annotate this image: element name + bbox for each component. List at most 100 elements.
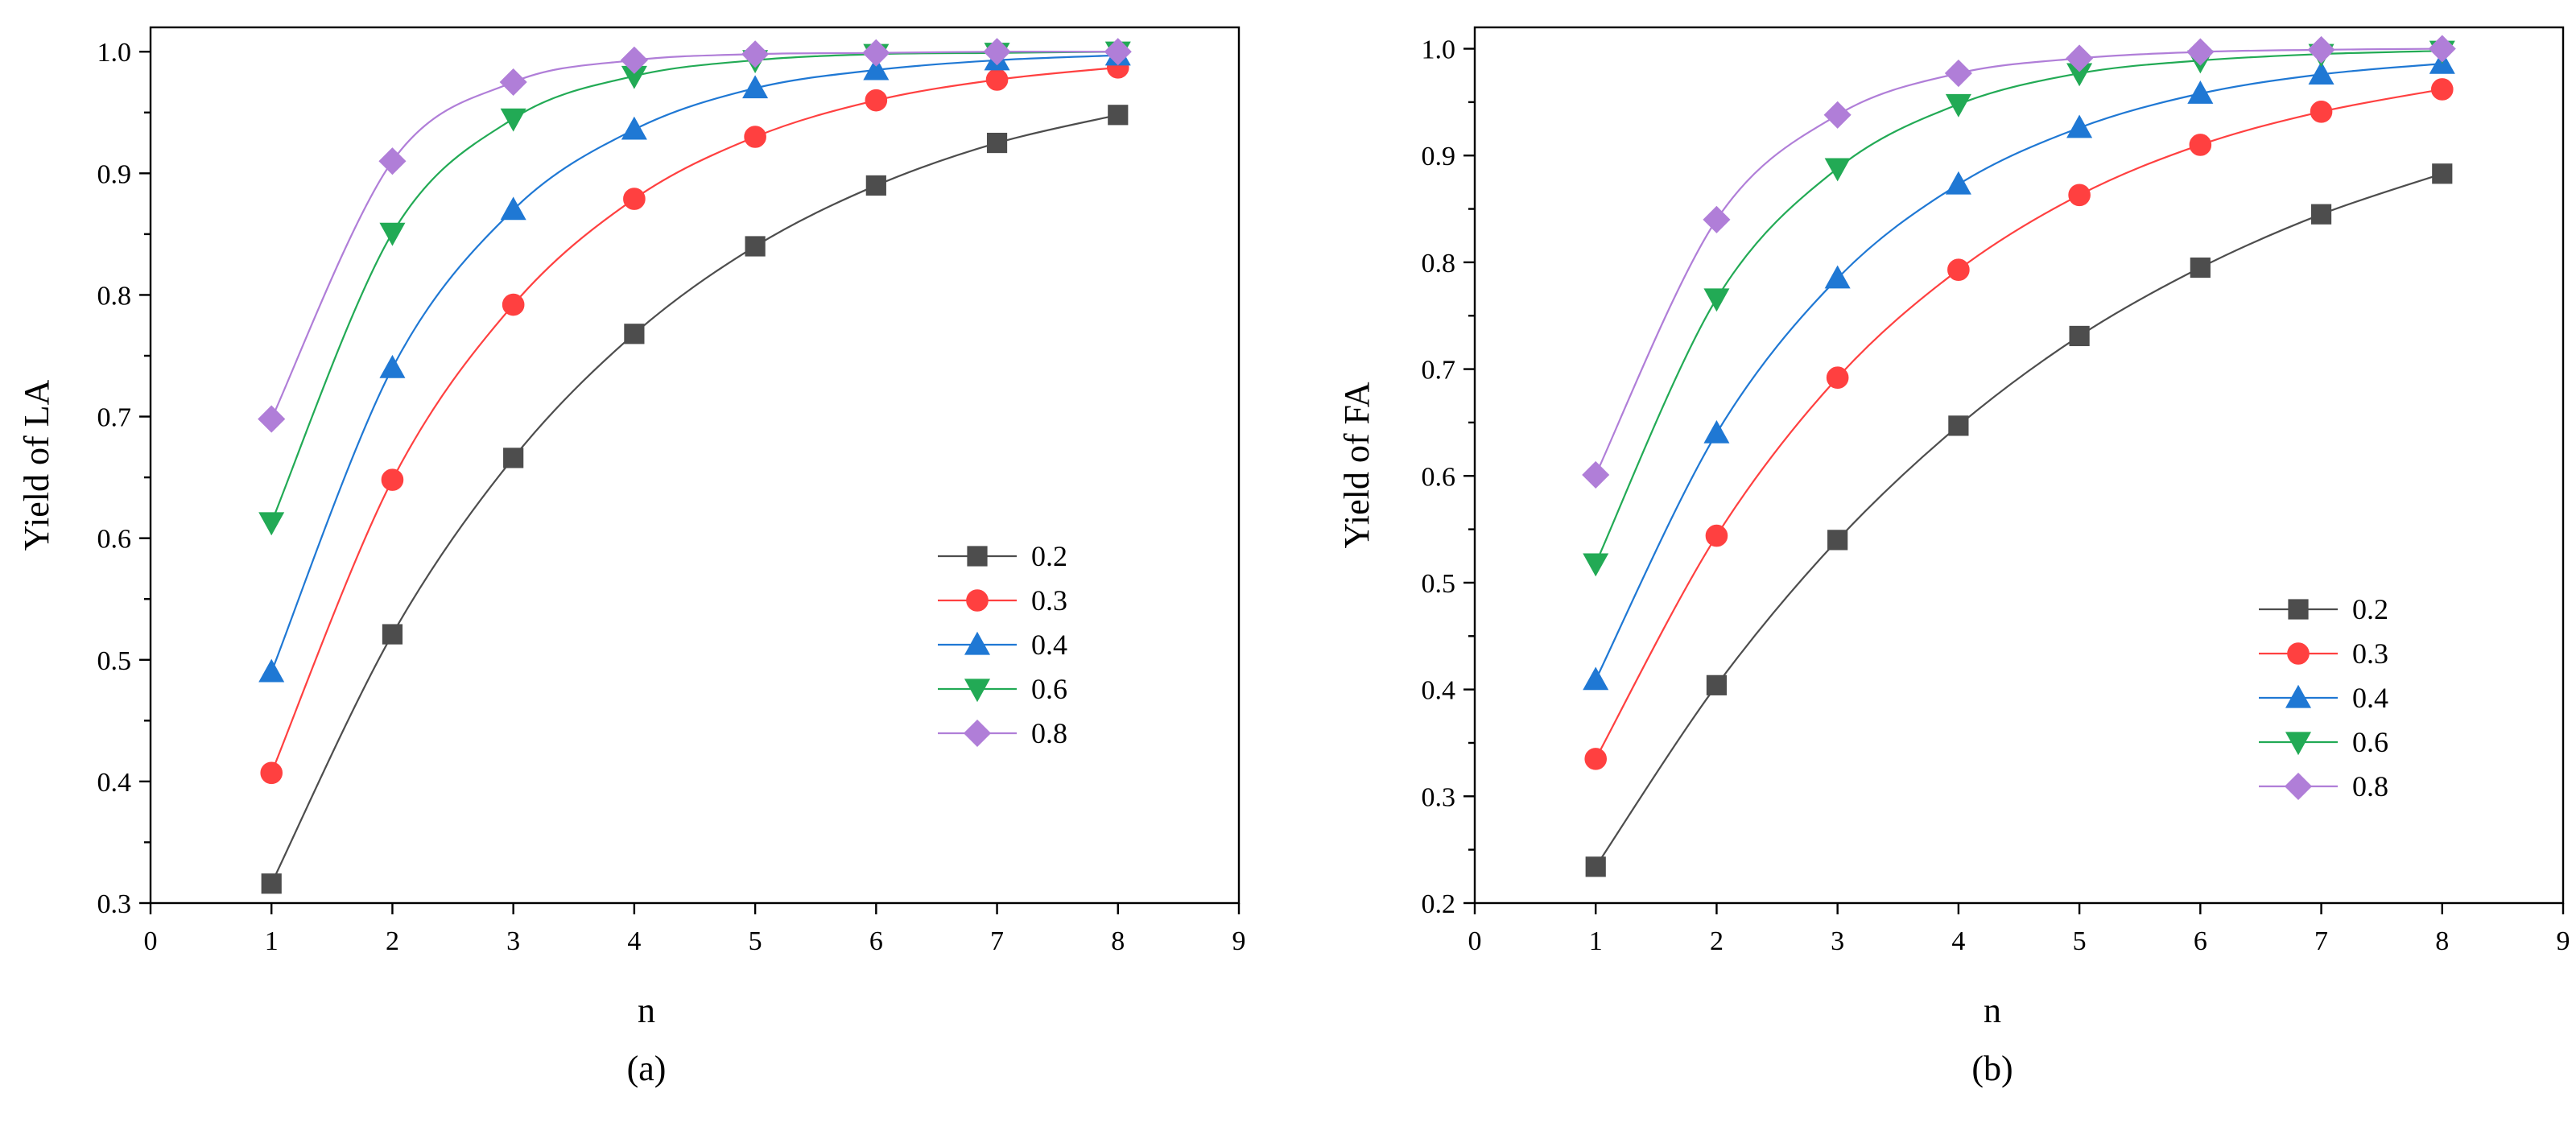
legend-label-0.8: 0.8	[1031, 717, 1067, 749]
panel-caption-b: (b)	[1971, 1049, 2013, 1088]
data-point-0.2	[2190, 257, 2211, 278]
data-point-0.8	[983, 38, 1011, 66]
y-axis-title-b: Yield of FA	[1337, 382, 1377, 548]
series-line-0.8	[1595, 47, 2442, 476]
data-point-0.8	[862, 39, 890, 67]
data-point-0.8	[1582, 460, 1610, 489]
series-line-0.4	[1595, 63, 2442, 681]
data-point-0.6	[1583, 553, 1609, 577]
y-tick-label: 0.6	[1422, 462, 1456, 492]
legend-marker-0.2	[2288, 599, 2309, 620]
x-tick-label: 6	[869, 926, 883, 956]
legend-marker-0.3	[966, 589, 989, 612]
data-point-0.8	[741, 40, 770, 68]
legend-label-0.2: 0.2	[2352, 593, 2388, 625]
legend-marker-0.6	[964, 679, 991, 703]
data-point-0.2	[1706, 674, 1728, 695]
x-tick-label: 5	[2073, 926, 2087, 956]
data-point-0.4	[379, 354, 406, 378]
legend-marker-0.3	[2287, 642, 2310, 665]
data-point-0.3	[1826, 366, 1849, 389]
y-axis-b: 0.2 0.3 0.4 0.5 0.6 0.7 0.8 0.9 1.0	[1422, 35, 1475, 919]
legend-label-0.6: 0.6	[1031, 673, 1067, 705]
legend-label-0.4: 0.4	[1031, 629, 1067, 661]
data-point-0.2	[503, 448, 524, 468]
x-axis-b: 0 1 2 3 4 5 6 7 8 9	[1468, 903, 2570, 956]
data-point-0.3	[2068, 184, 2091, 207]
y-axis-title-a: Yield of LA	[17, 379, 56, 551]
data-point-0.3	[985, 68, 1009, 91]
x-tick-label: 2	[386, 926, 399, 956]
panel-b-chart: 0 1 2 3 4 5 6 7 8 9 0.2 0.3 0.4 0.5 0.6 0.7 0.8 0.9 1.0 0…	[1337, 26, 2570, 1088]
data-point-0.6	[1945, 93, 1971, 118]
panel-caption-a: (a)	[627, 1049, 667, 1088]
x-tick-label: 5	[749, 926, 762, 956]
legend-marker-0.8	[963, 719, 992, 748]
legend-label-0.4: 0.4	[2352, 682, 2388, 714]
data-point-0.2	[2432, 163, 2453, 184]
data-point-0.8	[499, 68, 527, 97]
data-point-0.2	[261, 873, 282, 894]
data-point-0.3	[1584, 748, 1608, 770]
y-tick-label: 0.2	[1422, 889, 1456, 919]
data-point-0.4	[1583, 666, 1609, 691]
data-point-0.3	[1947, 258, 1970, 281]
data-point-0.2	[1585, 856, 1606, 877]
x-axis-title-b: n	[1984, 991, 2001, 1030]
x-tick-label: 9	[2557, 926, 2570, 956]
data-point-0.3	[502, 293, 525, 316]
x-tick-label: 1	[265, 926, 279, 956]
data-point-0.6	[1703, 288, 1730, 312]
x-tick-label: 9	[1232, 926, 1246, 956]
data-point-0.2	[986, 132, 1008, 154]
legend-b: 0.2 0.3 0.4 0.6 0.8	[2259, 593, 2388, 802]
data-point-0.3	[865, 89, 888, 112]
legend-marker-0.6	[2285, 732, 2312, 756]
data-point-0.3	[623, 188, 646, 210]
data-point-0.4	[1945, 171, 1971, 195]
legend-label-0.6: 0.6	[2352, 726, 2388, 758]
data-point-0.4	[2187, 80, 2214, 104]
data-point-0.3	[2310, 101, 2333, 123]
series-line-0.8	[270, 51, 1118, 420]
data-point-0.6	[500, 108, 526, 132]
legend-label-0.3: 0.3	[2352, 637, 2388, 670]
data-point-0.2	[1108, 105, 1129, 126]
legend-marker-0.2	[967, 546, 988, 567]
data-point-0.2	[624, 324, 645, 344]
data-point-0.8	[2066, 44, 2094, 72]
y-tick-label: 0.9	[97, 159, 132, 189]
x-tick-label: 4	[1951, 926, 1965, 956]
data-point-0.8	[1104, 38, 1132, 66]
data-point-0.2	[2069, 325, 2090, 347]
series-group-a	[258, 38, 1132, 894]
y-tick-label: 0.6	[97, 525, 132, 555]
series-line-0.6	[1595, 50, 2442, 564]
x-tick-label: 8	[2435, 926, 2449, 956]
legend-marker-0.4	[2285, 684, 2312, 708]
y-tick-label: 0.9	[1422, 142, 1456, 171]
x-tick-label: 3	[1831, 926, 1844, 956]
data-point-0.8	[2186, 38, 2215, 66]
x-tick-label: 8	[1111, 926, 1125, 956]
x-tick-label: 3	[506, 926, 520, 956]
data-point-0.2	[745, 236, 766, 257]
y-tick-label: 0.8	[97, 281, 132, 311]
y-tick-label: 1.0	[97, 38, 132, 68]
data-point-0.6	[1824, 158, 1851, 182]
x-tick-label: 7	[990, 926, 1004, 956]
data-point-0.8	[1703, 205, 1731, 233]
data-point-0.8	[2428, 35, 2456, 63]
y-tick-label: 1.0	[1422, 35, 1456, 65]
legend-label-0.2: 0.2	[1031, 540, 1067, 572]
data-point-0.2	[2310, 204, 2332, 225]
x-tick-label: 0	[144, 926, 158, 956]
series-line-0.3	[270, 66, 1118, 773]
data-point-0.4	[2066, 114, 2093, 138]
data-point-0.2	[382, 624, 403, 645]
y-tick-label: 0.4	[97, 768, 132, 798]
x-axis-a: 0 1 2 3 4 5 6 7 8 9	[144, 903, 1246, 956]
y-tick-label: 0.3	[97, 889, 132, 919]
data-point-0.3	[381, 468, 404, 491]
